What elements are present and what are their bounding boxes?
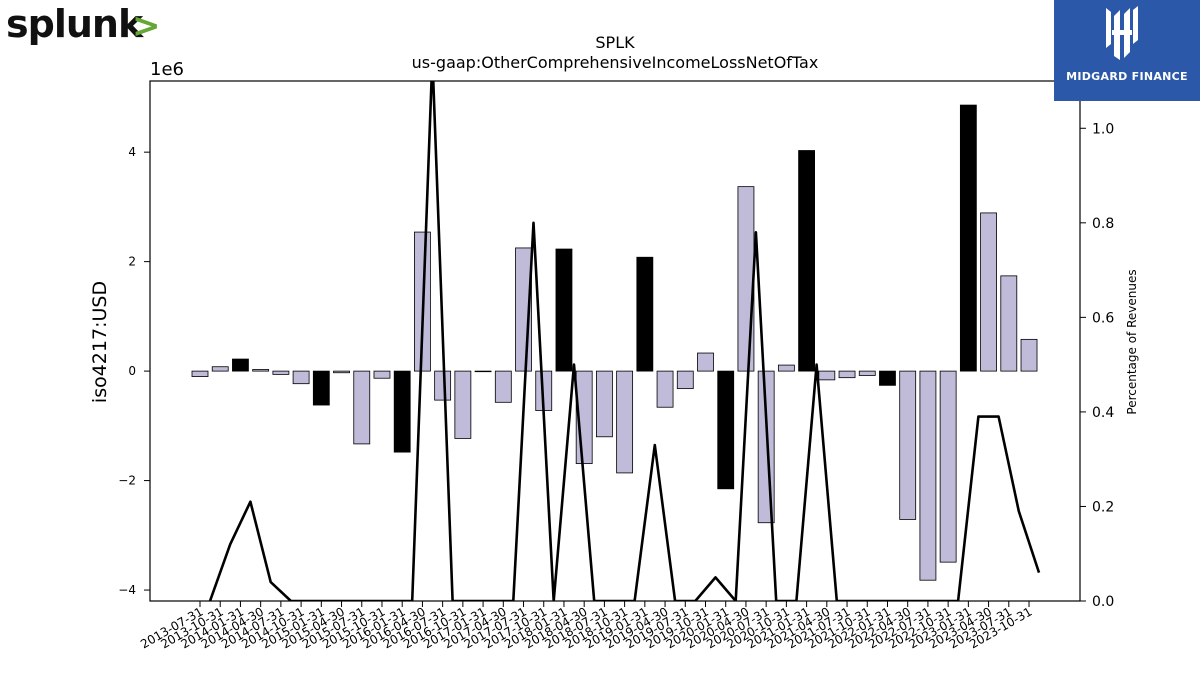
midgard-emblem-icon [1106,6,1138,60]
bar-2022-07-31 [919,370,937,581]
bar-2022-10-31 [939,370,957,563]
y-axis-label: iso4217:USD [89,281,111,403]
y-tick-label: −2 [118,474,136,488]
bar-2016-10-31 [454,370,472,439]
splunk-logo: splunk > [6,2,161,50]
bar-2013-10-31 [211,366,229,372]
bars-layer [191,104,1038,581]
bar-2015-04-30 [333,370,350,374]
bar-2020-10-31 [777,364,795,372]
chart-subtitle: us-gaap:OtherComprehensiveIncomeLossNetO… [412,53,819,72]
bar-2018-07-31 [596,370,613,438]
bar-2015-01-31 [312,370,330,406]
bar-2015-10-31 [373,370,391,379]
bar-2019-07-31 [676,370,694,390]
y2-axis-label: Percentage of Revenues [1125,269,1139,414]
bar-2023-10-31 [1020,338,1038,372]
bar-2019-10-31 [697,352,714,372]
bar-2019-04-30 [656,370,674,408]
y-offset-label: 1e6 [150,59,184,80]
bar-2019-01-31 [636,256,654,372]
bar-2015-07-31 [353,370,371,445]
bar-2020-04-30 [737,186,755,372]
y2-tick-label: 0.2 [1092,499,1114,515]
bar-2014-10-31 [292,370,310,385]
bar-2017-01-31 [474,370,492,373]
y2-tick-label: 0.6 [1092,310,1114,326]
splunk-chevron-icon: > [132,6,161,46]
ticks-layer: −4−20240.00.20.40.60.81.02013-07-312013-… [118,121,1114,651]
y-tick-label: 2 [128,255,136,269]
bar-2023-07-31 [1000,275,1018,372]
bar-2021-10-31 [858,370,876,376]
bar-2020-01-31 [717,370,735,490]
bar-2022-01-31 [879,370,896,386]
bar-2021-07-31 [838,370,856,379]
y2-tick-label: 0.4 [1092,405,1114,421]
bar-2014-07-31 [272,370,290,375]
y2-tick-label: 0.0 [1092,594,1114,610]
y-tick-label: 4 [128,145,136,159]
bar-2016-07-31 [434,370,452,401]
bar-2022-04-30 [899,370,917,520]
bar-2014-01-31 [232,358,249,372]
bar-2017-04-30 [494,370,512,403]
bar-2013-07-31 [191,370,209,377]
midgard-finance-logo: MIDGARD FINANCE [1054,0,1200,101]
bar-2021-01-31 [798,150,815,372]
y2-tick-label: 1.0 [1092,121,1114,137]
chart-title: SPLK [595,33,635,52]
bar-2018-01-31 [555,248,573,372]
splunk-wordmark: splunk [6,2,143,46]
midgard-brand-name: MIDGARD FINANCE [1066,70,1188,83]
plot-frame [149,80,1081,602]
y-tick-label: 0 [128,364,136,378]
y-tick-label: −4 [118,583,136,597]
bar-2023-04-30 [980,212,997,372]
bar-2018-10-31 [616,370,634,474]
bar-2021-04-30 [818,370,836,381]
bar-2016-01-31 [393,370,411,453]
y2-tick-label: 0.8 [1092,216,1114,232]
bar-2023-01-31 [959,104,977,372]
bar-2014-04-30 [252,369,270,372]
